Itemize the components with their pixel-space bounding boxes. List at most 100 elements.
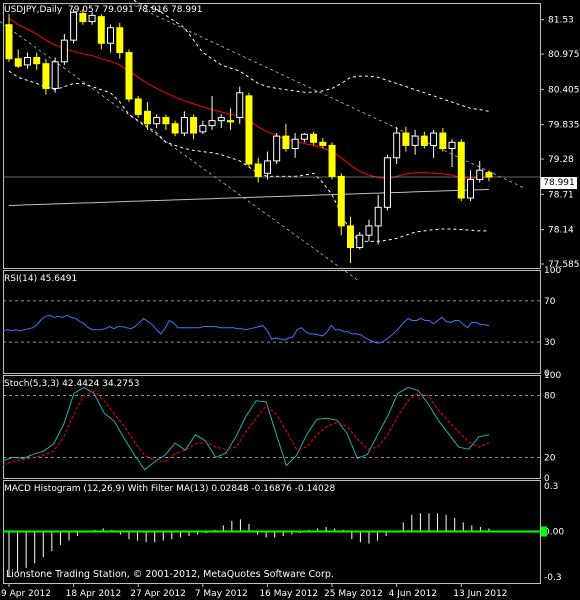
price-tick-label: 78.71 — [548, 190, 574, 200]
candle-body — [116, 27, 124, 54]
time-tick-label: 4 Jun 2012 — [389, 589, 437, 599]
candle-body — [402, 132, 410, 146]
candle-body — [319, 141, 327, 146]
candle-body — [328, 144, 336, 177]
candle-body — [448, 141, 456, 150]
macd-tick-label: 0.00 — [544, 528, 564, 538]
candle-body — [291, 138, 299, 150]
candle-body — [245, 95, 253, 165]
stoch-tick-label: 20 — [544, 453, 556, 463]
candle-body — [134, 98, 142, 115]
candle-body — [356, 234, 364, 249]
price-tick-label: 80.975 — [548, 50, 580, 60]
candle-body — [180, 117, 188, 134]
time-tick-label: 16 May 2012 — [259, 589, 318, 599]
rsi-tick-label: 100 — [544, 266, 561, 276]
price-panel-title: USDJPY,Daily 79.057 79.091 78.916 78.991 — [4, 5, 203, 15]
candle-body — [171, 123, 179, 134]
time-tick-label: 7 May 2012 — [195, 589, 248, 599]
candle-body — [300, 133, 308, 140]
candle-body — [393, 132, 401, 159]
candle-body — [14, 58, 22, 67]
panel-frame — [3, 375, 541, 479]
stoch-signal-line — [2, 390, 490, 466]
candle-body — [347, 225, 355, 249]
candle-body — [273, 135, 281, 162]
candle-body — [439, 132, 447, 150]
candle-body — [337, 175, 345, 227]
macd-panel-title: MACD Histogram (12,26,9) With Filter MA(… — [4, 484, 336, 494]
candle-body — [282, 135, 290, 150]
current-price-tag: 78.991 — [541, 177, 577, 189]
candle-body — [79, 13, 87, 23]
panel-frame — [3, 270, 541, 374]
price-tick-label: 79.28 — [548, 155, 574, 165]
stoch-tick-label: 0 — [544, 474, 550, 484]
candle-body — [143, 110, 151, 125]
instrument-label: USDJPY,Daily — [4, 5, 63, 15]
candle-body — [88, 14, 96, 23]
stochastic-panel[interactable]: 100 80 20 0 — [2, 371, 561, 484]
candle-body — [97, 16, 105, 44]
stoch-main-line — [2, 386, 490, 471]
rsi-line — [2, 314, 490, 344]
panel-frame — [3, 3, 541, 269]
price-tick-label: 80.405 — [548, 85, 580, 95]
lower-band-line — [8, 70, 489, 242]
stoch-tick-label: 100 — [544, 371, 561, 381]
candle-body — [70, 11, 78, 41]
candle-body — [365, 225, 373, 236]
time-tick-label: 13 Jun 2012 — [453, 589, 507, 599]
candle-body — [23, 56, 31, 66]
candle-body — [153, 117, 161, 125]
time-tick-label: 9 Apr 2012 — [1, 589, 51, 599]
rsi-panel[interactable]: 100 70 30 0 — [2, 266, 561, 379]
rsi-tick-label: 70 — [544, 297, 556, 307]
candle-body — [430, 132, 438, 146]
candle-body — [420, 135, 428, 146]
stochastic-panel-title: Stoch(5,3,3) 42.4424 34.2753 — [4, 379, 140, 389]
candle-body — [227, 120, 235, 123]
candle-body — [190, 117, 198, 134]
price-tick-label: 81.53 — [548, 16, 574, 26]
trend-channel-upper — [128, 2, 527, 190]
long-moving-average-line — [8, 188, 490, 206]
candle-body — [485, 172, 493, 178]
rsi-panel-title: RSI(14) 45.6491 — [4, 274, 78, 284]
time-tick-label: 27 Apr 2012 — [130, 589, 186, 599]
time-axis: 9 Apr 2012 18 Apr 2012 27 Apr 2012 7 May 20… — [1, 583, 507, 599]
candle-body — [51, 61, 59, 89]
rsi-tick-label: 30 — [544, 338, 556, 348]
candle-body — [310, 133, 318, 143]
candle-body — [125, 52, 133, 100]
price-tick-label: 78.14 — [548, 226, 574, 236]
macd-tick-label: -0.3 — [544, 573, 562, 583]
candle-body — [107, 27, 115, 44]
stoch-tick-label: 80 — [544, 392, 556, 402]
candle-body — [467, 178, 474, 199]
trend-channel-lower — [0, 21, 360, 282]
candle-body — [374, 206, 382, 227]
time-tick-label: 25 May 2012 — [324, 589, 383, 599]
macd-panel[interactable]: 0.3 0.00 -0.3 — [3, 480, 564, 584]
candle-body — [476, 169, 484, 180]
copyright-footer: Lionstone Trading Station, © 2001-2012, … — [6, 569, 334, 580]
price-panel[interactable]: 81.53 80.975 80.405 79.835 79.28 78.71 78.14 77… — [0, 0, 580, 282]
candle-body — [254, 163, 262, 177]
candle-body — [162, 117, 170, 125]
candle-body — [42, 63, 50, 89]
candle-body — [411, 135, 419, 146]
candle-body — [217, 117, 225, 122]
candle-body — [236, 92, 244, 119]
candle-body — [208, 120, 216, 127]
candle-body — [5, 24, 13, 60]
macd-tick-label: 0.3 — [544, 482, 558, 492]
rsi-tick-label: 0 — [544, 369, 550, 379]
time-tick-label: 18 Apr 2012 — [66, 589, 122, 599]
macd-filter-marker — [541, 526, 547, 537]
ohlc-readout: 79.057 79.091 78.916 78.991 — [67, 5, 203, 15]
candle-body — [263, 160, 271, 174]
price-tick-label: 77.585 — [548, 260, 580, 270]
candle-body — [60, 39, 68, 63]
